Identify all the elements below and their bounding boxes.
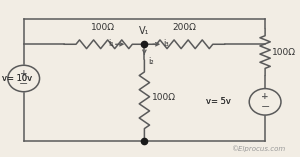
Text: v= 5v: v= 5v — [206, 97, 231, 106]
Text: V₁: V₁ — [139, 26, 150, 36]
Text: −: − — [260, 102, 270, 112]
Text: 100Ω: 100Ω — [152, 93, 176, 103]
Text: 200Ω: 200Ω — [173, 23, 196, 32]
Text: v= 10v: v= 10v — [2, 74, 32, 83]
Text: 100Ω: 100Ω — [272, 48, 296, 57]
Text: i₁: i₁ — [109, 39, 114, 48]
Text: −: − — [19, 78, 28, 89]
Text: i₃: i₃ — [163, 39, 169, 48]
Text: v= 10v: v= 10v — [2, 74, 32, 83]
Text: v= 5v: v= 5v — [206, 97, 231, 106]
Text: 100Ω: 100Ω — [91, 23, 115, 32]
Text: i₂: i₂ — [149, 57, 154, 66]
Text: +: + — [261, 92, 269, 101]
Text: ©Elprocus.com: ©Elprocus.com — [231, 145, 285, 152]
Text: +: + — [20, 69, 28, 78]
